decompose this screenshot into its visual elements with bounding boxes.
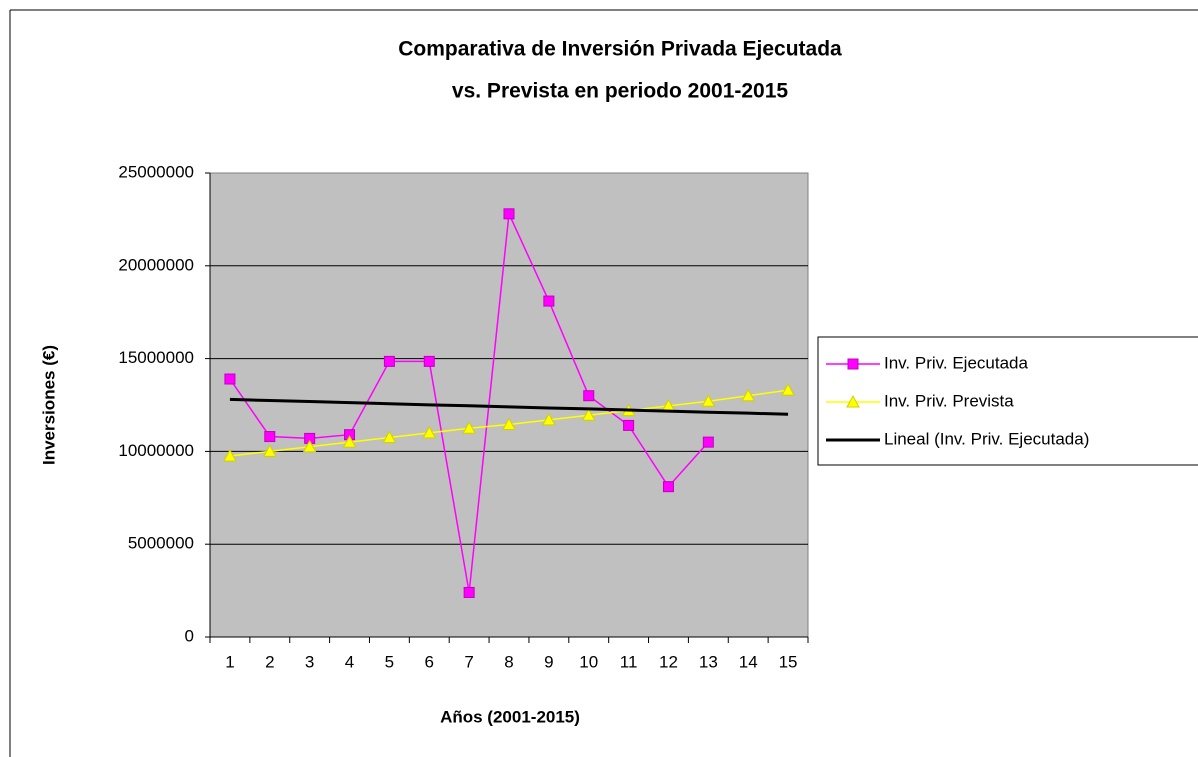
legend-marker [846,394,860,408]
marker [623,419,635,431]
x-tick-label: 3 [305,652,314,671]
marker [543,295,555,307]
marker [583,390,595,402]
marker [701,394,716,407]
marker [382,430,397,443]
legend-box [817,336,1198,466]
y-tick-label: 25000000 [118,162,194,181]
x-tick-label: 4 [345,652,354,671]
marker [262,444,277,457]
marker [422,425,437,439]
x-tick-label: 15 [779,652,798,671]
legend: Inv. Priv. Ejecutada Inv. Priv. Prevista L… [817,336,1198,466]
marker [581,408,596,421]
x-tick-label: 1 [225,652,234,671]
y-tick-label: 0 [185,626,194,645]
y-tick-label: 20000000 [118,255,194,274]
x-tick-label: 2 [265,652,274,671]
marker [502,417,516,430]
legend-label: Inv. Priv. Ejecutada [884,353,1028,372]
x-tick-label: 12 [659,652,678,671]
legend-marker [847,358,859,370]
marker [264,431,276,443]
marker [503,208,515,220]
marker [223,448,237,462]
marker [542,412,556,426]
x-tick-label: 11 [620,652,638,671]
x-tick-label: 6 [425,652,434,671]
x-tick-label: 8 [504,652,513,671]
plot-area [209,172,809,638]
marker [702,436,714,448]
y-tick-label: 5000000 [128,534,194,553]
x-tick-label: 13 [699,652,718,671]
legend-label: Inv. Priv. Prevista [884,391,1014,410]
marker [224,373,236,385]
marker [383,355,395,367]
chart-subtitle: vs. Prevista en periodo 2001-2015 [452,80,789,103]
y-tick-label: 10000000 [118,441,194,460]
marker [302,439,317,453]
x-axis-label: Años (2001-2015) [440,707,580,726]
marker [462,421,476,434]
y-axis-label: Inversiones (€) [39,345,58,465]
x-tick-label: 10 [579,652,598,671]
marker [781,383,795,396]
marker [662,481,674,493]
marker [463,586,475,598]
marker [423,355,435,367]
x-tick-label: 14 [739,652,758,671]
marker [741,388,756,402]
y-tick-label: 15000000 [118,348,194,367]
marker [342,435,357,448]
series-line [229,397,789,416]
x-tick-label: 7 [464,652,473,671]
legend-label: Lineal (Inv. Priv. Ejecutada) [884,429,1089,448]
x-tick-label: 5 [385,652,394,671]
x-tick-label: 9 [544,652,553,671]
chart-title: Comparativa de Inversión Privada Ejecuta… [398,38,842,61]
